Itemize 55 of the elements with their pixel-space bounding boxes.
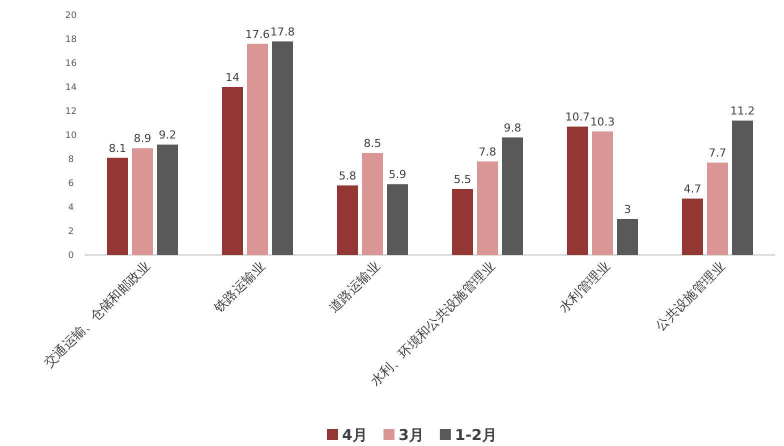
bar: [502, 137, 523, 255]
data-label: 3: [624, 203, 631, 216]
bar: [707, 162, 728, 255]
bar: [477, 161, 498, 255]
data-label: 4.7: [684, 182, 702, 196]
legend-label: 4月: [342, 426, 368, 444]
legend-label: 3月: [398, 426, 424, 444]
x-tick-label: 水利管理业: [556, 259, 614, 316]
data-label: 5.8: [338, 169, 356, 182]
y-tick-label: 16: [65, 59, 77, 69]
data-label: 14: [226, 71, 240, 84]
bar: [592, 131, 613, 255]
data-label: 9.8: [504, 121, 522, 134]
bar: [157, 144, 178, 255]
y-tick-label: 0: [68, 251, 74, 261]
data-label: 17.6: [245, 28, 270, 41]
y-tick-label: 10: [65, 131, 77, 141]
x-tick-label: 公共设施管理业: [653, 259, 728, 334]
data-label: 10.3: [590, 115, 615, 128]
y-tick-label: 12: [65, 107, 77, 117]
bar: [567, 126, 588, 255]
bar: [132, 148, 153, 255]
bar: [617, 219, 638, 255]
data-label: 7.7: [708, 146, 726, 160]
data-label: 5.5: [454, 173, 472, 186]
y-tick-label: 6: [68, 179, 74, 189]
data-label: 8.5: [364, 137, 382, 150]
bar: [452, 189, 473, 255]
bar: [387, 184, 408, 255]
y-tick-label: 14: [65, 83, 77, 93]
data-label: 7.8: [478, 145, 496, 158]
x-tick-label: 道路运输业: [326, 259, 384, 316]
bar: [247, 44, 268, 255]
legend-label: 1-2月: [454, 426, 497, 444]
y-tick-label: 4: [68, 203, 74, 213]
y-tick-label: 2: [68, 227, 74, 237]
data-label: 17.8: [270, 25, 295, 38]
data-label: 8.9: [134, 132, 152, 146]
data-label: 8.1: [108, 142, 126, 155]
y-tick-label: 18: [65, 35, 77, 45]
bar: [107, 158, 128, 255]
bar: [732, 120, 753, 255]
bar: [682, 198, 703, 255]
data-label: 11.2: [730, 104, 755, 118]
data-label: 5.9: [388, 168, 406, 182]
x-tick-label: 交通运输、仓储和邮政业: [40, 258, 154, 371]
data-label: 10.7: [565, 110, 590, 124]
x-tick-label: 铁路运输业: [211, 259, 268, 316]
bar: [222, 87, 243, 255]
data-label: 9.2: [158, 128, 176, 142]
bar: [272, 41, 293, 255]
y-tick-label: 20: [65, 11, 77, 21]
bar: [337, 185, 358, 255]
bar: [362, 153, 383, 255]
y-tick-label: 8: [68, 155, 74, 165]
